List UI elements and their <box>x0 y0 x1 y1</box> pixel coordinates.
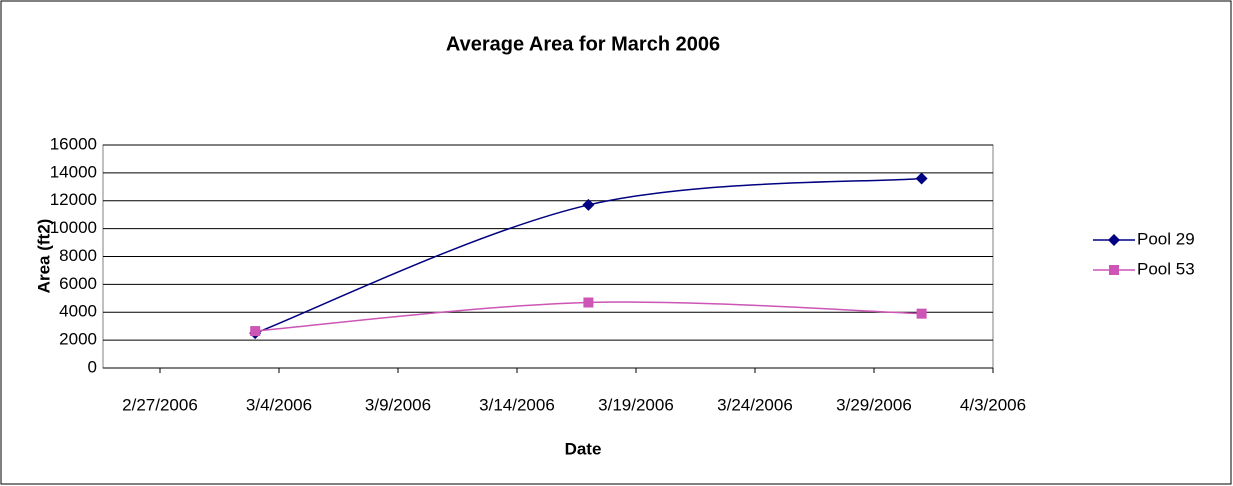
data-point <box>250 326 261 337</box>
data-point <box>915 172 928 185</box>
y-tick-label: 10000 <box>50 218 97 237</box>
x-tick-label: 2/27/2006 <box>122 395 198 414</box>
x-axis-label: Date <box>565 439 602 458</box>
y-tick-label: 0 <box>88 357 97 376</box>
x-tick-label: 3/24/2006 <box>717 395 793 414</box>
legend-marker <box>1108 234 1120 246</box>
legend-marker <box>1109 265 1119 275</box>
legend-label: Pool 53 <box>1137 259 1195 278</box>
x-tick-label: 3/4/2006 <box>246 395 312 414</box>
y-tick-label: 2000 <box>59 330 97 349</box>
x-tick-label: 3/9/2006 <box>365 395 431 414</box>
y-tick-label: 4000 <box>59 302 97 321</box>
y-tick-label: 6000 <box>59 274 97 293</box>
x-tick-label: 3/29/2006 <box>836 395 912 414</box>
x-tick-label: 3/19/2006 <box>598 395 674 414</box>
data-point <box>916 308 927 319</box>
data-point <box>582 198 595 211</box>
y-tick-label: 12000 <box>50 190 97 209</box>
y-tick-label: 8000 <box>59 246 97 265</box>
x-tick-label: 4/3/2006 <box>960 395 1026 414</box>
x-tick-label: 3/14/2006 <box>479 395 555 414</box>
data-point <box>583 297 594 308</box>
y-axis-label: Area (ft2) <box>34 219 53 294</box>
chart-title: Average Area for March 2006 <box>446 33 720 55</box>
legend-label: Pool 29 <box>1137 229 1195 248</box>
y-tick-label: 16000 <box>50 134 97 153</box>
y-tick-label: 14000 <box>50 162 97 181</box>
